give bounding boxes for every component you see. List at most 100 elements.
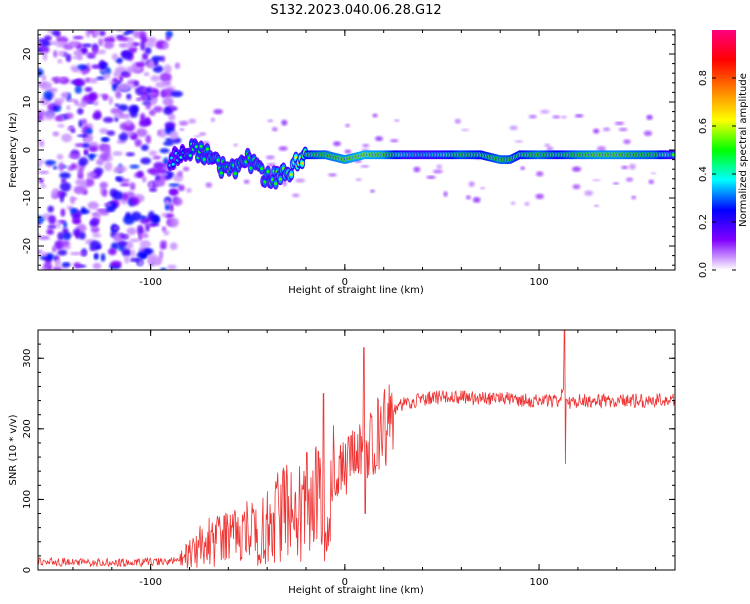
- heatmap-noise-blob: [472, 197, 481, 203]
- heatmap-noise-blob: [82, 143, 90, 149]
- heatmap-noise-blob: [135, 97, 142, 101]
- heatmap-y-ticks: -20 -10 0 10 20: [22, 34, 675, 266]
- heatmap-noise-blob: [629, 163, 636, 170]
- heatmap-noise-blob: [178, 120, 189, 126]
- heatmap-noise-blob: [618, 127, 628, 132]
- y-tick-label: 20: [22, 48, 33, 61]
- heatmap-trace-core: [249, 166, 253, 170]
- heatmap-noise-blob: [362, 143, 370, 148]
- heatmap-noise-blob: [163, 106, 173, 115]
- heatmap-noise-blob: [93, 111, 102, 120]
- heatmap-noise-blob: [60, 92, 70, 99]
- heatmap-noise-blob: [413, 166, 421, 173]
- heatmap-trace-core: [278, 177, 282, 181]
- heatmap-noise-blob: [114, 103, 120, 107]
- heatmap-noise-blob: [138, 260, 144, 266]
- heatmap-noise-blob: [102, 116, 114, 123]
- heatmap-noise-blob: [136, 170, 144, 178]
- heatmap-noise-blob: [67, 98, 77, 102]
- heatmap-noise-blob: [116, 30, 123, 33]
- y-tick-label: 0: [22, 567, 33, 573]
- heatmap-noise-blob: [77, 107, 84, 115]
- heatmap-x-axis-label: Height of straight line (km): [288, 285, 424, 296]
- heatmap-noise-blob: [70, 197, 78, 201]
- heatmap-noise-blob: [99, 61, 107, 70]
- heatmap-noise-blob: [68, 154, 80, 159]
- heatmap-noise-blob: [56, 154, 64, 160]
- heatmap-noise-blob: [102, 72, 111, 80]
- heatmap-trace-core: [266, 170, 270, 174]
- heatmap-noise-blob: [135, 62, 146, 67]
- heatmap-noise-blob: [111, 53, 119, 61]
- heatmap-noise-blob: [140, 144, 149, 151]
- heatmap-noise-blob: [574, 114, 584, 118]
- x-tick-label: 0: [342, 577, 348, 588]
- heatmap-noise-blob: [106, 130, 116, 136]
- snr-y-axis-label: SNR (10 * v/v): [8, 414, 19, 485]
- heatmap-noise-blob: [514, 140, 524, 143]
- heatmap-noise-blob: [136, 251, 148, 259]
- heatmap-noise-blob: [169, 242, 178, 251]
- colorbar-tick-label: 0.6: [698, 118, 709, 134]
- heatmap-noise-blob: [572, 184, 581, 190]
- heatmap-noise-blob: [140, 112, 146, 122]
- heatmap-noise-blob: [40, 184, 47, 189]
- heatmap-noise-blob: [53, 80, 60, 84]
- heatmap-noise-blob: [38, 235, 50, 240]
- heatmap-noise-blob: [140, 157, 152, 165]
- heatmap-noise-blob: [148, 181, 154, 188]
- colorbar-tick-label: 0.4: [698, 166, 709, 182]
- heatmap-noise-blob: [646, 114, 653, 120]
- heatmap-noise-blob: [132, 30, 141, 39]
- heatmap-noise-blob: [78, 157, 89, 166]
- heatmap-noise-blob: [60, 208, 66, 217]
- y-tick-label: -10: [22, 190, 33, 206]
- heatmap-noise-blob: [109, 188, 118, 198]
- heatmap-noise-blob: [96, 158, 104, 166]
- heatmap-noise-blob: [148, 109, 156, 116]
- heatmap-noise-blob: [56, 220, 61, 229]
- heatmap-noise-blob: [99, 128, 109, 134]
- heatmap-noise-blob: [101, 137, 109, 142]
- heatmap-noise-blob: [123, 214, 135, 225]
- heatmap-noise-blob: [43, 90, 53, 100]
- heatmap-noise-blob: [623, 139, 631, 145]
- heatmap-trace-core: [671, 153, 675, 157]
- heatmap-noise-blob: [100, 253, 106, 262]
- heatmap-noise-blob: [103, 41, 115, 49]
- heatmap-noise-blob: [58, 162, 65, 172]
- colorbar-tick-label: 0.8: [698, 70, 709, 86]
- heatmap-noise-blob: [52, 165, 58, 170]
- snr-marks: [38, 330, 675, 569]
- heatmap-noise-blob: [118, 133, 129, 142]
- heatmap-trace-core: [274, 182, 278, 186]
- heatmap-noise-blob: [73, 185, 86, 195]
- heatmap-noise-blob: [614, 121, 625, 125]
- heatmap-noise-blob: [93, 100, 99, 106]
- heatmap-noise-blob: [432, 169, 443, 174]
- heatmap-noise-blob: [113, 113, 125, 119]
- heatmap-noise-blob: [157, 130, 162, 136]
- heatmap-noise-blob: [129, 238, 141, 243]
- heatmap-noise-blob: [69, 207, 78, 214]
- heatmap-noise-blob: [59, 172, 71, 179]
- heatmap-noise-blob: [57, 50, 66, 57]
- heatmap-noise-blob: [110, 107, 122, 115]
- heatmap-noise-blob: [136, 224, 144, 235]
- heatmap-noise-blob: [113, 70, 121, 78]
- heatmap-noise-blob: [54, 100, 63, 106]
- heatmap-noise-blob: [142, 248, 154, 254]
- heatmap-trace-core: [216, 158, 220, 162]
- heatmap-noise-blob: [292, 193, 300, 198]
- snr-x-axis-label: Height of straight line (km): [288, 585, 424, 596]
- heatmap-noise-blob: [83, 94, 95, 103]
- heatmap-trace-core: [194, 145, 199, 149]
- heatmap-noise-blob: [41, 40, 51, 47]
- heatmap-noise-blob: [148, 210, 155, 221]
- heatmap-noise-blob: [265, 155, 275, 160]
- heatmap-noise-blob: [72, 35, 84, 40]
- heatmap-noise-blob: [159, 148, 170, 154]
- heatmap-noise-blob: [151, 95, 158, 103]
- heatmap-noise-blob: [92, 45, 98, 55]
- heatmap-noise-blob: [186, 187, 192, 193]
